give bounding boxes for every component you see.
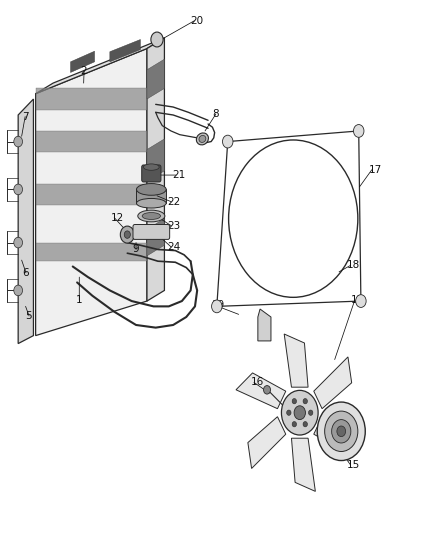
Circle shape (292, 422, 297, 427)
Text: 1: 1 (76, 295, 82, 305)
Ellipse shape (138, 210, 165, 222)
Polygon shape (314, 417, 364, 453)
FancyBboxPatch shape (133, 224, 170, 239)
Text: 5: 5 (25, 311, 32, 321)
Text: 6: 6 (22, 268, 29, 278)
Polygon shape (71, 51, 95, 72)
Circle shape (308, 410, 313, 415)
Polygon shape (110, 39, 141, 62)
Ellipse shape (137, 198, 166, 208)
Polygon shape (35, 131, 147, 152)
Polygon shape (258, 309, 271, 341)
Circle shape (212, 300, 222, 313)
Polygon shape (18, 99, 33, 344)
Circle shape (124, 231, 131, 238)
Polygon shape (248, 417, 286, 469)
FancyBboxPatch shape (142, 165, 161, 182)
Polygon shape (147, 59, 164, 99)
Text: 17: 17 (368, 165, 381, 175)
Circle shape (303, 399, 307, 404)
Circle shape (14, 136, 22, 147)
Polygon shape (147, 219, 164, 256)
Polygon shape (35, 88, 147, 110)
Circle shape (325, 411, 358, 451)
Polygon shape (35, 243, 147, 261)
Circle shape (151, 32, 163, 47)
Circle shape (303, 422, 307, 427)
Circle shape (294, 406, 305, 419)
Circle shape (282, 390, 318, 435)
Polygon shape (236, 373, 286, 409)
Circle shape (337, 426, 346, 437)
Polygon shape (291, 438, 315, 491)
Polygon shape (35, 184, 147, 205)
Ellipse shape (199, 135, 206, 142)
Text: 22: 22 (167, 197, 181, 207)
Circle shape (120, 226, 134, 243)
Polygon shape (35, 49, 147, 336)
Polygon shape (137, 189, 166, 203)
Circle shape (287, 410, 291, 415)
Circle shape (14, 285, 22, 296)
Circle shape (332, 419, 351, 443)
Text: 2: 2 (81, 66, 87, 76)
Circle shape (353, 125, 364, 138)
Text: 21: 21 (172, 170, 186, 180)
Polygon shape (147, 38, 164, 301)
Text: 12: 12 (111, 213, 124, 223)
Circle shape (292, 399, 297, 404)
Ellipse shape (196, 133, 208, 145)
Ellipse shape (144, 164, 159, 170)
Circle shape (356, 295, 366, 308)
Polygon shape (284, 334, 308, 387)
Text: 19: 19 (212, 300, 225, 310)
Text: 13: 13 (351, 295, 364, 305)
Text: 7: 7 (21, 111, 28, 122)
Text: 8: 8 (212, 109, 219, 119)
Circle shape (14, 184, 22, 195)
Text: 9: 9 (133, 245, 139, 254)
Circle shape (317, 402, 365, 461)
Polygon shape (314, 357, 352, 409)
Text: 24: 24 (167, 242, 181, 252)
Polygon shape (147, 139, 164, 181)
Circle shape (14, 237, 22, 248)
Ellipse shape (137, 183, 166, 195)
Polygon shape (35, 38, 164, 94)
Circle shape (223, 135, 233, 148)
Ellipse shape (142, 213, 160, 220)
Circle shape (264, 385, 271, 394)
Text: 23: 23 (167, 221, 181, 231)
Text: 18: 18 (347, 261, 360, 270)
Text: 16: 16 (251, 377, 264, 387)
Text: 15: 15 (347, 460, 360, 470)
Text: 20: 20 (191, 16, 204, 26)
